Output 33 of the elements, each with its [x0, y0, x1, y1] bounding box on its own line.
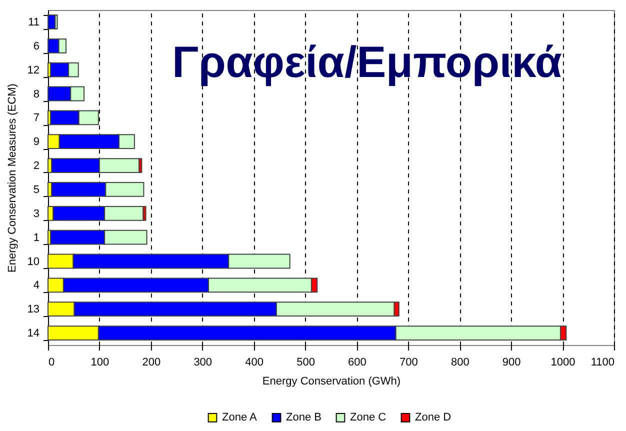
- x-tick-label: 1000: [550, 356, 576, 368]
- x-tick-label: 900: [502, 356, 521, 368]
- x-tick-label: 1100: [590, 356, 614, 368]
- y-tick-label: 7: [33, 112, 40, 124]
- x-tick-label: 600: [348, 356, 366, 368]
- text: Γραφεία/Εμπορικά: [172, 38, 562, 87]
- y-tick-label: 2: [33, 160, 40, 172]
- y-tick-label: 8: [33, 88, 40, 100]
- y-tick-label: 4: [33, 280, 40, 292]
- legend-label: Zone A: [222, 412, 258, 424]
- x-tick-label: 0: [48, 356, 55, 368]
- x-tick-label: 700: [400, 356, 418, 368]
- y-axis-title: Energy Conservation Measures (ECM): [6, 84, 18, 272]
- x-tick-label: 800: [450, 356, 470, 368]
- y-tick-label: 13: [27, 304, 40, 316]
- y-tick-label: 1: [33, 232, 40, 244]
- y-tick-label: 10: [27, 256, 40, 268]
- x-tick-label: 100: [90, 356, 110, 368]
- x-tick-label: 200: [142, 356, 161, 368]
- x-tick-label: 300: [194, 356, 212, 368]
- y-tick-label: 9: [33, 136, 40, 148]
- y-tick-label: 12: [27, 64, 40, 76]
- legend-label: Zone D: [415, 412, 452, 424]
- x-tick-label: 400: [245, 356, 264, 368]
- y-tick-label: 5: [33, 184, 40, 196]
- x-tick-label: 500: [296, 356, 315, 368]
- y-tick-label: 11: [28, 16, 40, 28]
- legend-label: Zone B: [286, 412, 322, 424]
- y-tick-label: 3: [33, 208, 40, 220]
- y-tick-label: 6: [33, 40, 40, 52]
- legend-label: Zone C: [350, 412, 386, 424]
- x-axis-title: Energy Conservation (GWh): [262, 376, 401, 388]
- y-tick-label: 14: [27, 328, 40, 340]
